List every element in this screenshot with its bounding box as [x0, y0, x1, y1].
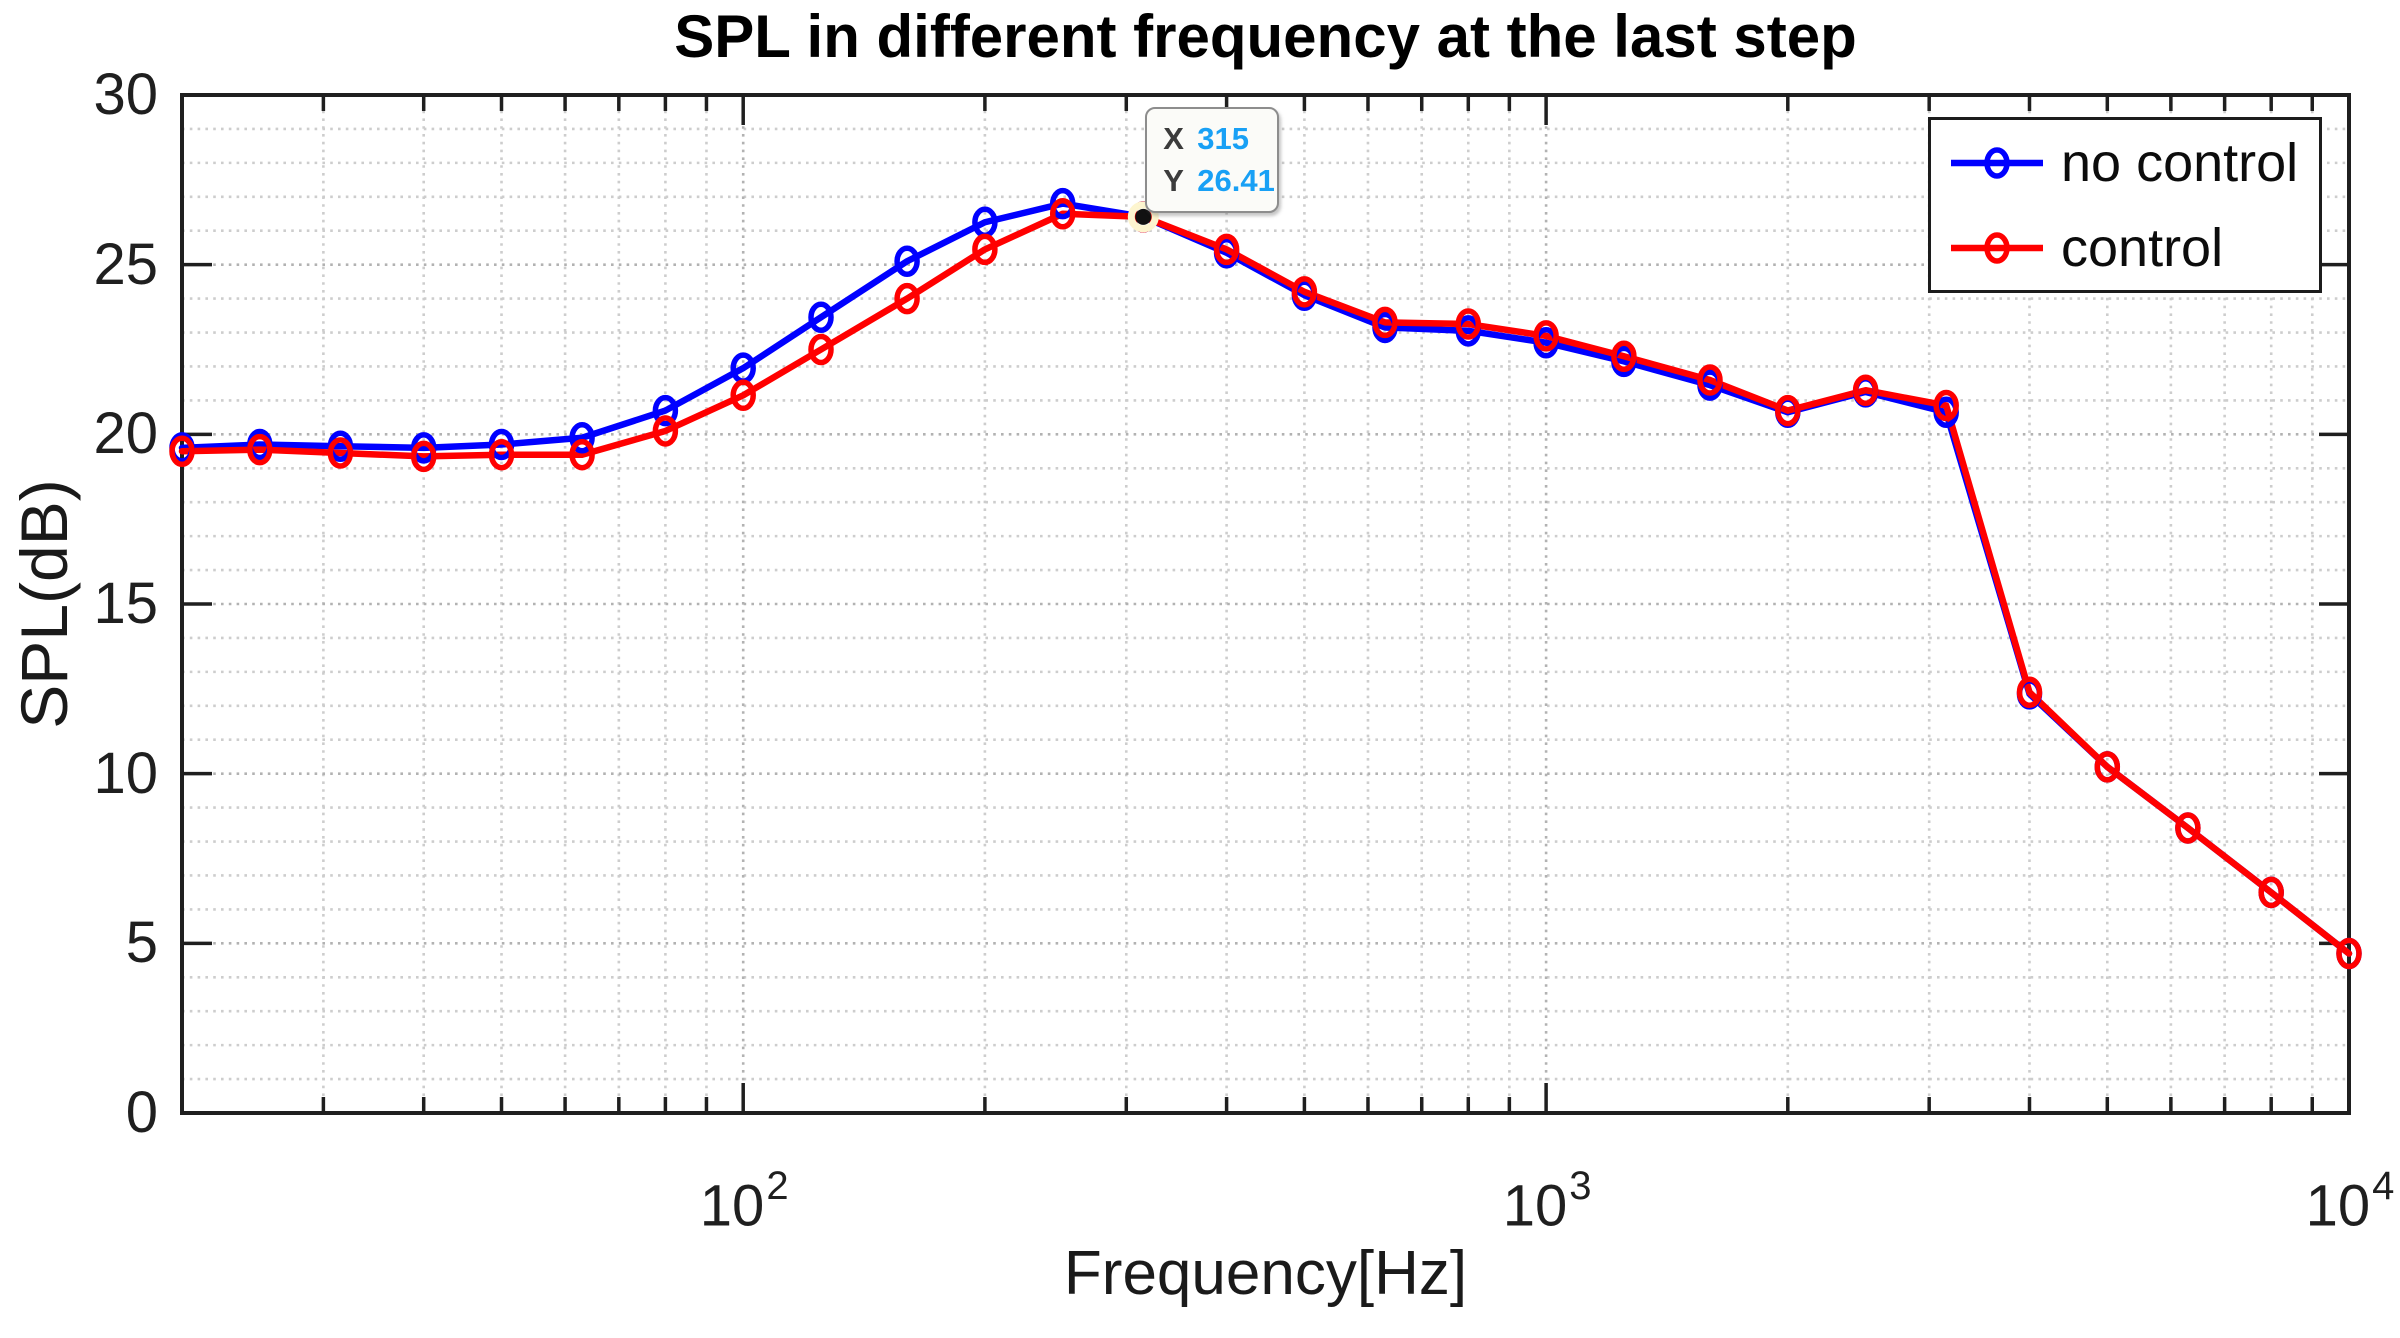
y-tick-label: 5	[125, 910, 158, 976]
y-tick-label: 0	[125, 1080, 158, 1145]
data-marker-no-control[interactable]	[569, 421, 595, 454]
data-marker-control[interactable]	[247, 433, 273, 466]
legend-label: control	[2061, 217, 2224, 278]
data-marker-no-control[interactable]	[1049, 187, 1076, 220]
data-marker-control[interactable]	[1697, 364, 1723, 396]
data-marker-control[interactable]	[2258, 876, 2284, 909]
chart-title: SPL in different frequency at the last s…	[674, 3, 1857, 70]
data-marker-control[interactable]	[1933, 389, 1959, 422]
data-marker-control[interactable]	[894, 282, 920, 315]
data-marker-control[interactable]	[972, 233, 998, 266]
data-marker-control[interactable]	[569, 438, 595, 471]
data-marker-no-control[interactable]	[488, 428, 515, 461]
datatip[interactable]: X 315 Y 26.41	[1145, 106, 1280, 213]
data-marker-no-control[interactable]	[808, 301, 834, 334]
data-marker-control[interactable]	[730, 379, 756, 412]
x-axis-label: Frequency[Hz]	[1063, 1239, 1468, 1308]
datatip-y-value: 26.41	[1197, 162, 1275, 198]
y-tick-label: 25	[93, 231, 158, 297]
x-tick-label: 102	[699, 1164, 789, 1239]
data-marker-control[interactable]	[1455, 308, 1482, 340]
data-marker-control[interactable]	[1049, 198, 1076, 230]
y-tick-label: 10	[93, 740, 158, 806]
data-marker-control[interactable]	[808, 333, 834, 366]
data-marker-control[interactable]	[652, 415, 679, 447]
legend-line-marker-red	[1951, 231, 2043, 264]
datatip-x-label: X	[1163, 120, 1184, 156]
y-tick-label: 30	[93, 62, 158, 127]
data-marker-control[interactable]	[1213, 233, 1240, 266]
data-marker-control[interactable]	[410, 440, 437, 473]
legend-box[interactable]: no control control	[1928, 117, 2322, 293]
data-marker-control[interactable]	[169, 435, 195, 468]
legend-entry-control[interactable]: control	[1931, 205, 2319, 290]
data-marker-control[interactable]	[2094, 751, 2121, 783]
data-marker-control[interactable]	[1611, 340, 1637, 373]
data-marker-control[interactable]	[488, 438, 515, 471]
legend-sample-marker	[1984, 231, 2010, 264]
data-marker-control[interactable]	[1372, 306, 1398, 339]
datatip-x-value: 315	[1197, 120, 1250, 156]
datatip-anchor-point[interactable]	[1135, 208, 1152, 225]
datatip-y-label: Y	[1163, 162, 1184, 198]
data-marker-control[interactable]	[1291, 276, 1318, 308]
legend-sample-marker	[1984, 146, 2010, 179]
y-tick-label: 20	[93, 401, 158, 467]
data-marker-no-control[interactable]	[894, 245, 920, 278]
data-marker-control[interactable]	[2336, 937, 2362, 970]
data-marker-control[interactable]	[1533, 320, 1559, 352]
legend-line-marker-blue	[1951, 146, 2043, 179]
data-marker-control[interactable]	[2016, 676, 2043, 708]
data-marker-control[interactable]	[2175, 812, 2201, 844]
legend-label: no control	[2061, 132, 2299, 193]
legend-entry-no-control[interactable]: no control	[1931, 120, 2319, 205]
data-marker-control[interactable]	[1852, 374, 1879, 406]
data-marker-no-control[interactable]	[652, 394, 679, 427]
series-line-control	[178, 210, 2353, 957]
datatip-x-row: X 315	[1163, 121, 1277, 163]
datatip-anchor-halo	[1127, 201, 1159, 233]
datatip-y-row: Y 26.41	[1163, 163, 1277, 205]
data-marker-control[interactable]	[327, 437, 354, 469]
data-marker-control[interactable]	[1775, 394, 1801, 427]
y-tick-label: 15	[93, 571, 158, 636]
x-tick-label: 103	[1502, 1164, 1592, 1239]
x-tick-label: 104	[2305, 1164, 2395, 1239]
